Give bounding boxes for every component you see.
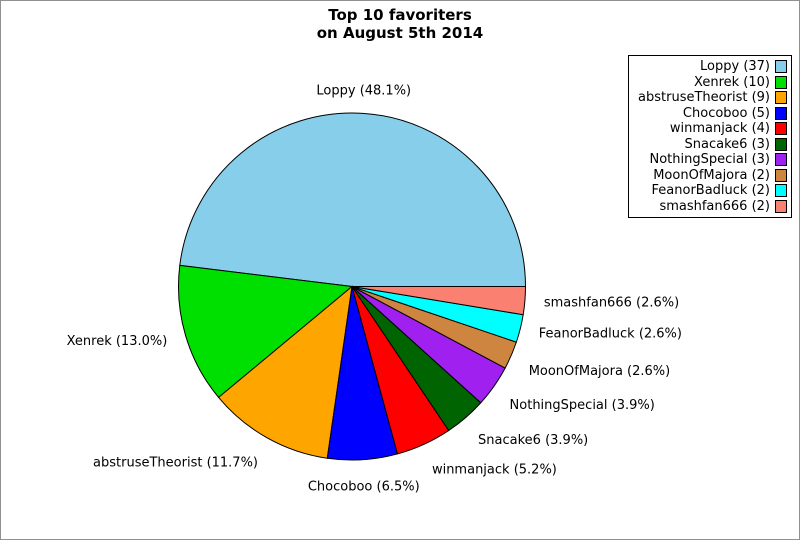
slice-label-Xenrek: Xenrek (13.0%) bbox=[67, 334, 168, 349]
legend-color-swatch bbox=[775, 168, 787, 182]
slice-label-smashfan666: smashfan666 (2.6%) bbox=[544, 296, 679, 311]
pie-slice-abstruseTheorist bbox=[217, 285, 353, 459]
legend-entry-label: abstruseTheorist (9) bbox=[638, 90, 770, 106]
pie-slice-Loppy bbox=[179, 112, 527, 287]
legend-color-swatch bbox=[775, 91, 787, 105]
pie-slice-Xenrek bbox=[178, 264, 354, 399]
slice-label-NothingSpecial: NothingSpecial (3.9%) bbox=[510, 398, 655, 413]
legend-entry-label: MoonOfMajora (2) bbox=[653, 167, 770, 183]
legend-row-FeanorBadluck: FeanorBadluck (2) bbox=[631, 183, 787, 199]
legend-color-swatch bbox=[775, 199, 787, 213]
slice-label-Snacake6: Snacake6 (3.9%) bbox=[478, 433, 588, 448]
legend-color-swatch bbox=[775, 153, 787, 167]
legend-entry-label: smashfan666 (2) bbox=[659, 198, 770, 214]
pie-slices bbox=[178, 112, 527, 461]
slice-label-FeanorBadluck: FeanorBadluck (2.6%) bbox=[539, 327, 682, 342]
chart-subtitle: on August 5th 2014 bbox=[316, 24, 484, 42]
legend-entry-label: Loppy (37) bbox=[700, 59, 770, 75]
chart-title-block: Top 10 favoriters on August 5th 2014 bbox=[1, 6, 799, 42]
legend-row-NothingSpecial: NothingSpecial (3) bbox=[631, 152, 787, 168]
legend-row-winmanjack: winmanjack (4) bbox=[631, 121, 787, 137]
legend-row-smashfan666: smashfan666 (2) bbox=[631, 199, 787, 215]
legend-row-MoonOfMajora: MoonOfMajora (2) bbox=[631, 168, 787, 184]
pie-slice-smashfan666 bbox=[351, 286, 527, 316]
legend: Loppy (37) Xenrek (10) abstruseTheorist (9… bbox=[628, 55, 792, 218]
slice-label-Chocoboo: Chocoboo (6.5%) bbox=[308, 480, 420, 495]
slice-label-Loppy: Loppy (48.1%) bbox=[316, 83, 411, 98]
legend-color-swatch bbox=[775, 106, 787, 120]
legend-color-swatch bbox=[775, 75, 787, 89]
legend-color-swatch bbox=[775, 122, 787, 136]
legend-entry-label: Chocoboo (5) bbox=[682, 105, 770, 121]
legend-color-swatch bbox=[775, 137, 787, 151]
legend-entry-label: Snacake6 (3) bbox=[684, 136, 770, 152]
legend-row-Snacake6: Snacake6 (3) bbox=[631, 137, 787, 153]
legend-row-Chocoboo: Chocoboo (5) bbox=[631, 106, 787, 122]
slice-label-winmanjack: winmanjack (5.2%) bbox=[432, 463, 557, 478]
slice-label-MoonOfMajora: MoonOfMajora (2.6%) bbox=[529, 364, 671, 379]
legend-entry-label: Xenrek (10) bbox=[694, 74, 770, 90]
legend-row-Xenrek: Xenrek (10) bbox=[631, 75, 787, 91]
legend-entry-label: NothingSpecial (3) bbox=[649, 152, 770, 168]
pie-slice-labels: Loppy (48.1%) Xenrek (13.0%) abstruseTheor… bbox=[67, 83, 682, 494]
legend-row-Loppy: Loppy (37) bbox=[631, 59, 787, 75]
legend-entry-label: winmanjack (4) bbox=[669, 121, 770, 137]
slice-label-abstruseTheorist: abstruseTheorist (11.7%) bbox=[93, 456, 258, 471]
legend-color-swatch bbox=[775, 60, 787, 74]
legend-row-abstruseTheorist: abstruseTheorist (9) bbox=[631, 90, 787, 106]
legend-entry-label: FeanorBadluck (2) bbox=[651, 183, 770, 199]
legend-color-swatch bbox=[775, 184, 787, 198]
chart-title: Top 10 favoriters bbox=[328, 6, 472, 24]
